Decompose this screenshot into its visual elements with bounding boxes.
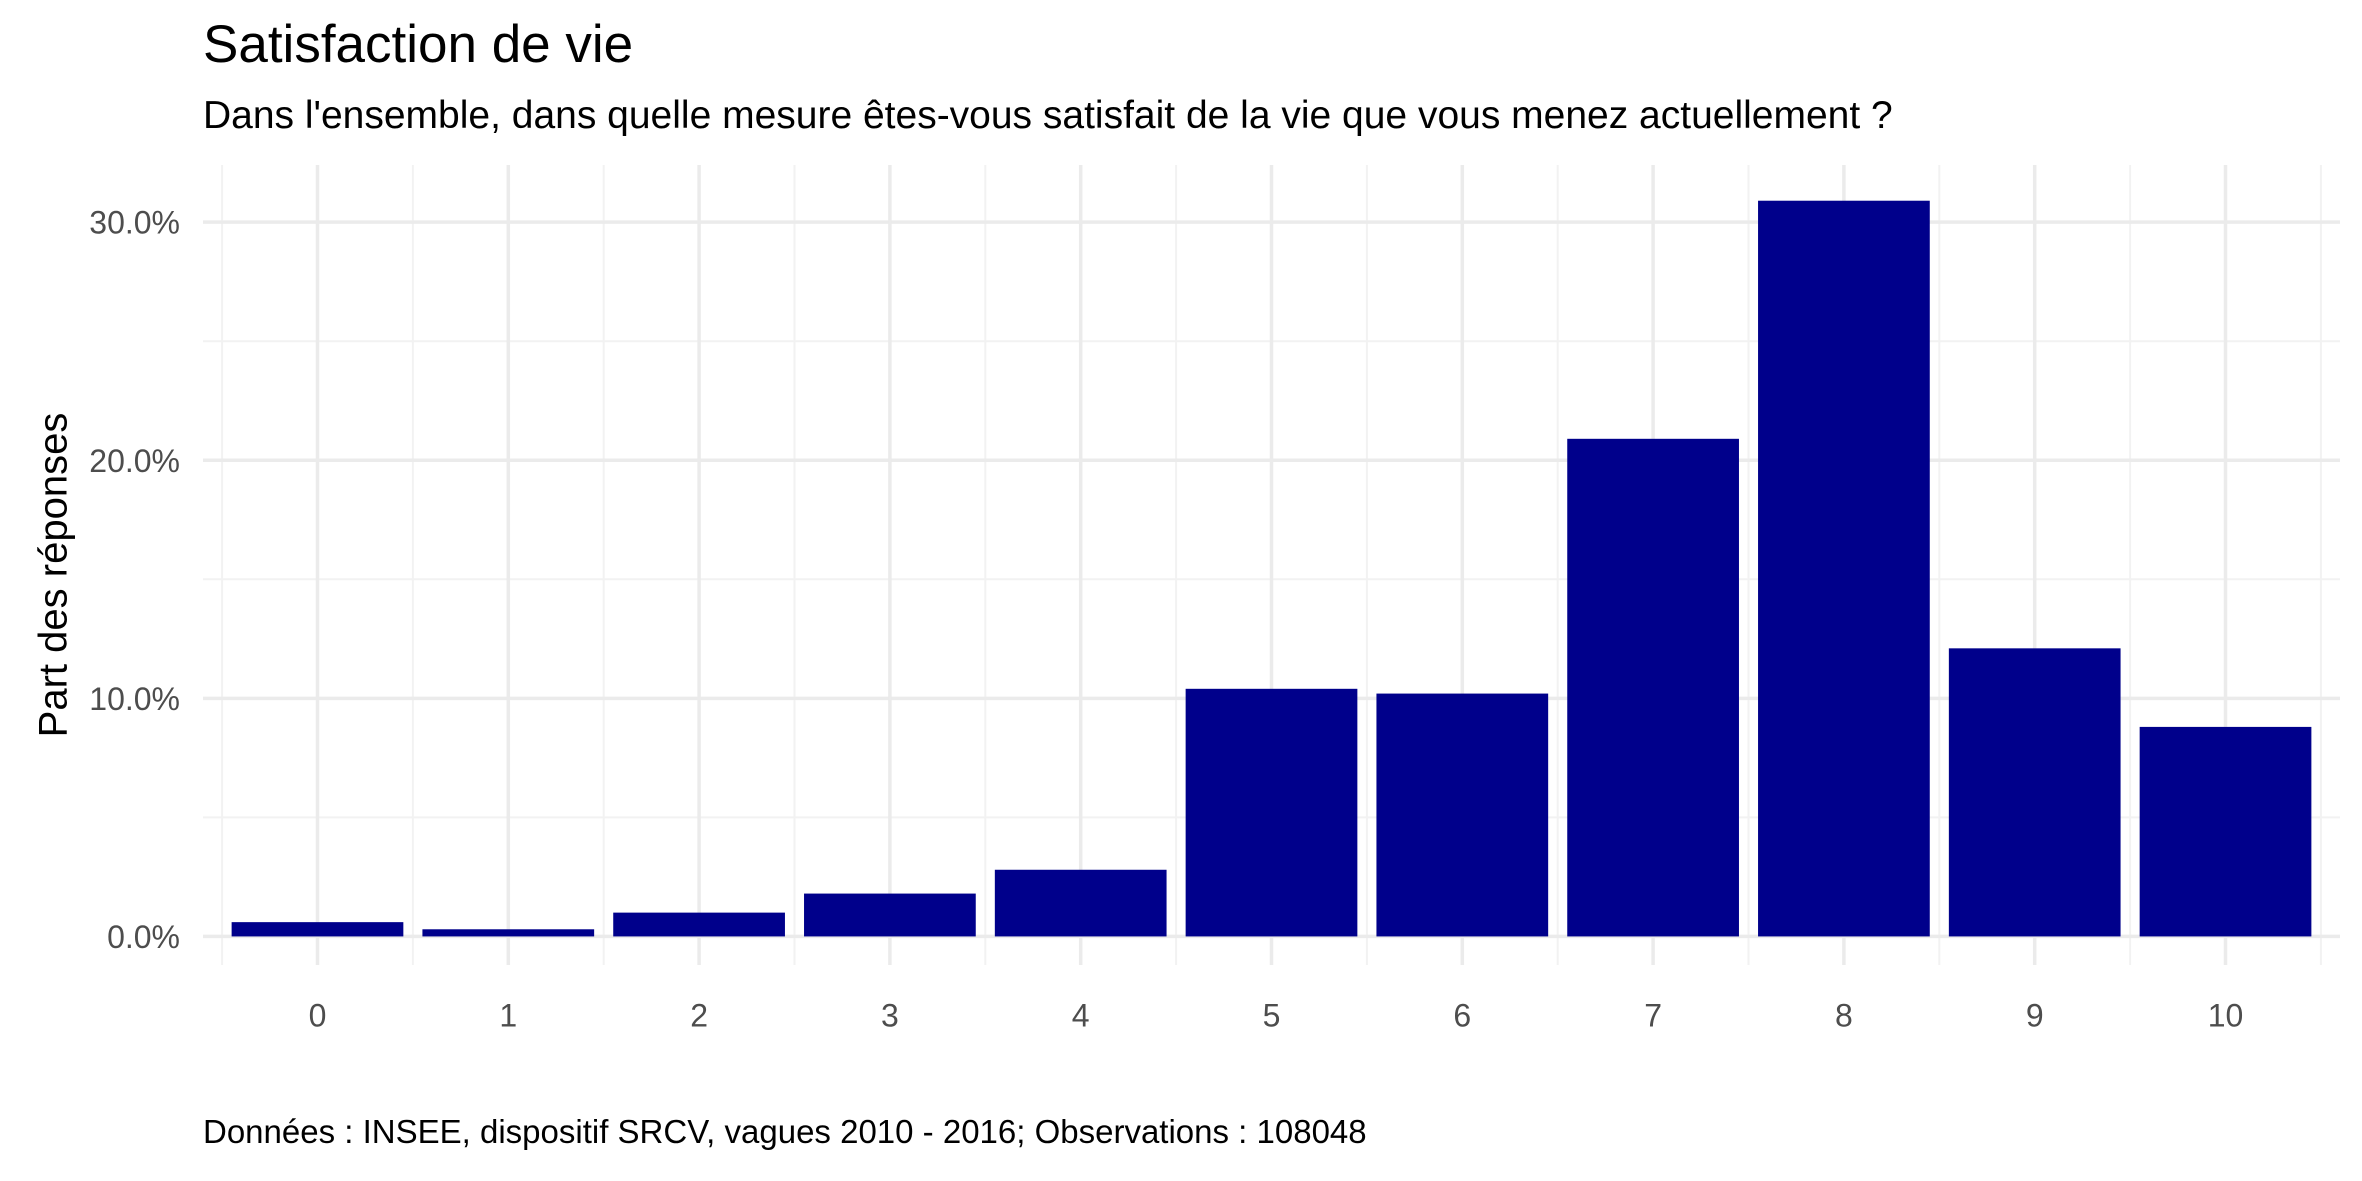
bar-7 — [1567, 438, 1739, 937]
x-tick-label: 10 — [2208, 998, 2244, 1034]
bar-10 — [2139, 726, 2312, 937]
x-tick-label: 7 — [1644, 998, 1662, 1034]
y-axis-title: Part des réponses — [31, 413, 75, 738]
y-axis-ticks: 0.0% 10.0% 20.0% 30.0% — [89, 205, 180, 955]
bar-5 — [1185, 688, 1358, 937]
chart-caption: Données : INSEE, dispositif SRCV, vagues… — [203, 1113, 1367, 1150]
x-tick-label: 1 — [499, 998, 517, 1034]
chart-title: Satisfaction de vie — [203, 15, 634, 74]
y-tick-label: 0.0% — [107, 919, 180, 955]
y-tick-label: 30.0% — [89, 205, 180, 241]
bar-3 — [804, 893, 976, 937]
x-tick-label: 9 — [2026, 998, 2044, 1034]
x-tick-label: 5 — [1263, 998, 1281, 1034]
x-tick-label: 4 — [1072, 998, 1090, 1034]
bar-1 — [422, 929, 595, 937]
bar-4 — [994, 869, 1167, 937]
bars — [231, 200, 2312, 937]
x-axis-ticks: 0 1 2 3 4 5 6 7 8 9 10 — [309, 998, 2244, 1034]
bar-8 — [1758, 200, 1930, 937]
bar-2 — [613, 912, 785, 937]
bar-0 — [231, 922, 404, 937]
y-tick-label: 20.0% — [89, 443, 180, 479]
x-tick-label: 2 — [690, 998, 708, 1034]
bar-6 — [1376, 693, 1549, 937]
x-tick-label: 8 — [1835, 998, 1853, 1034]
bar-9 — [1948, 648, 2121, 937]
x-tick-label: 3 — [881, 998, 899, 1034]
chart-subtitle: Dans l'ensemble, dans quelle mesure êtes… — [203, 94, 1893, 137]
y-tick-label: 10.0% — [89, 681, 180, 717]
x-tick-label: 6 — [1453, 998, 1471, 1034]
x-tick-label: 0 — [309, 998, 327, 1034]
